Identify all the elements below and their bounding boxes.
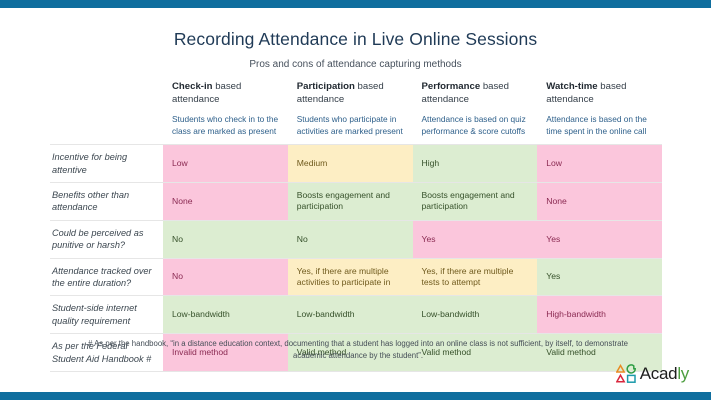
page-subtitle: Pros and cons of attendance capturing me… (249, 59, 462, 70)
table-cell: High (412, 145, 538, 183)
top-accent-bar (0, 0, 711, 8)
table-row: Could be perceived as punitive or harsh?… (50, 219, 662, 258)
table-cell: Boosts engagement and participation (412, 183, 538, 220)
table-cell: Low (163, 145, 288, 183)
acadly-logo-text: Acadly (639, 364, 690, 384)
table-row: Incentive for being attentive Low Medium Hi… (50, 144, 662, 183)
column-description: Attendance is based on the time spent in… (546, 114, 647, 136)
table-cell: None (163, 183, 288, 220)
row-label: Could be perceived as punitive or harsh? (52, 227, 144, 251)
table-cell: Low (537, 145, 662, 183)
header-spacer (50, 137, 662, 144)
column-key-term: Performance (421, 81, 481, 92)
table-cell: No (163, 258, 288, 296)
table-cell: Invalid method (163, 334, 288, 372)
column-header-title: Watch-time based attendance (546, 80, 662, 106)
table-cell: Valid method (537, 334, 662, 372)
table-cell: Valid method (287, 334, 413, 372)
column-line2: attendance (546, 94, 594, 106)
column-key-term: Participation (296, 81, 355, 92)
table-cell: Yes (537, 220, 662, 258)
table-cell: Yes, if there are multiple tests to atte… (412, 258, 538, 296)
row-label: Benefits other than attendance (52, 190, 130, 213)
column-header-title: Performance based attendance (422, 80, 538, 106)
column-line2: attendance (296, 94, 345, 106)
column-suffix: based (597, 81, 627, 92)
table-cell: None (537, 183, 662, 220)
table-body: Incentive for being attentive Low Medium Hi… (50, 144, 662, 373)
table-cell: High-bandwidth (537, 296, 662, 334)
column-header-title: Check-in based attendance (172, 80, 288, 106)
table-cell: No (163, 220, 288, 258)
column-key-term: Watch-time (546, 81, 598, 92)
column-description: Attendance is based on quiz performance … (421, 114, 526, 136)
column-suffix: based (480, 81, 509, 92)
row-label: Incentive for being attentive (52, 152, 128, 175)
column-suffix: based (354, 81, 384, 92)
table-header-row: Check-in based attendance Students who c… (50, 80, 662, 137)
column-description: Students who participate in activities a… (296, 114, 403, 136)
table-row: Benefits other than attendance None Boosts… (50, 182, 662, 220)
column-header-performance: Performance based attendance Attendance … (413, 80, 538, 137)
column-key-term: Check-in (172, 81, 213, 92)
table-row: Student-side internet quality requiremen… (50, 295, 662, 334)
footnote: # As per the handbook, “in a distance ed… (88, 339, 628, 360)
table-cell: Low-bandwidth (412, 296, 538, 334)
table-row: As per the Federal Student Aid Handbook … (50, 333, 662, 373)
table-cell: Valid method (412, 334, 538, 372)
table-cell: No (287, 220, 413, 258)
logo-word-head: Acad (639, 364, 678, 383)
column-header-title: Participation based attendance (297, 80, 413, 106)
table-cell: Low-bandwidth (163, 296, 288, 334)
column-line2: attendance (421, 94, 469, 106)
column-line2: attendance (172, 94, 220, 106)
comparison-table: Check-in based attendance Students who c… (50, 80, 662, 373)
acadly-logo: Acadly (615, 362, 690, 386)
infographic-page: Recording Attendance in Live Online Sess… (0, 8, 711, 392)
row-label: Attendance tracked over the entire durat… (52, 265, 152, 289)
table-cell: Yes (537, 258, 662, 296)
logo-word-tail: ly (677, 364, 689, 383)
table-cell: Medium (287, 145, 413, 183)
table-cell: Boosts engagement and participation (287, 183, 413, 220)
column-header-participation: Participation based attendance Students … (288, 80, 413, 137)
column-description: Students who check in to the class are m… (172, 114, 279, 136)
page-title: Recording Attendance in Live Online Sess… (173, 29, 538, 49)
table-cell: Yes (412, 220, 538, 258)
column-suffix: based (212, 81, 242, 92)
table-row: Attendance tracked over the entire durat… (50, 257, 662, 296)
table-cell: Low-bandwidth (287, 296, 413, 334)
bottom-accent-bar (0, 392, 711, 400)
row-label: As per the Federal Student Aid Handbook … (52, 341, 152, 364)
column-header-check-in: Check-in based attendance Students who c… (163, 80, 288, 137)
header-corner-cell (50, 80, 163, 137)
table-cell: Yes, if there are multiple activities to… (287, 258, 413, 296)
row-label: Student-side internet quality requiremen… (52, 303, 137, 326)
acadly-logo-mark-icon (615, 363, 637, 384)
column-header-watch-time: Watch-time based attendance Attendance i… (537, 80, 662, 137)
